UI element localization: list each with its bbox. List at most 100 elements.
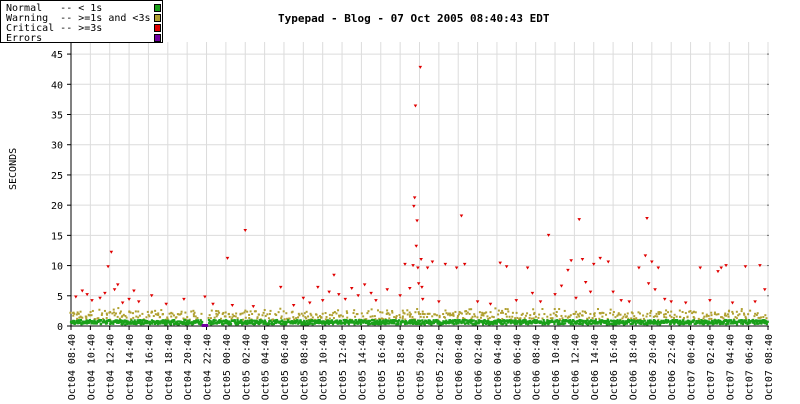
normal-point — [702, 322, 705, 326]
normal-point — [625, 321, 628, 324]
normal-point — [344, 322, 347, 325]
normal-point — [617, 320, 620, 323]
normal-point — [705, 319, 708, 322]
normal-point — [715, 319, 718, 323]
critical-point — [646, 282, 651, 286]
x-tick-label: Oct07 06:40 — [745, 334, 756, 400]
warning-point — [231, 316, 234, 319]
warning-point — [138, 314, 141, 317]
warning-point — [497, 309, 500, 312]
warning-point — [473, 313, 476, 316]
normal-point — [176, 323, 179, 326]
warning-point — [508, 315, 511, 318]
normal-point — [251, 322, 254, 325]
x-tick-label: Oct05 14:40 — [357, 334, 368, 400]
critical-point — [475, 300, 480, 304]
normal-point — [637, 321, 640, 324]
warning-point — [501, 311, 504, 314]
warning-point — [419, 313, 422, 316]
warning-point — [543, 313, 546, 316]
x-tick-label: Oct06 06:40 — [512, 334, 523, 400]
warning-point — [401, 309, 404, 312]
normal-point — [598, 319, 602, 323]
warning-point — [650, 309, 653, 312]
warning-point — [734, 316, 737, 319]
warning-point — [230, 318, 233, 321]
normal-point — [658, 323, 662, 326]
warning-point — [346, 311, 349, 314]
critical-point — [762, 288, 767, 292]
x-tick-label: Oct06 12:40 — [570, 334, 581, 400]
normal-point — [119, 319, 122, 322]
warning-point — [292, 316, 295, 319]
warning-point — [724, 312, 727, 315]
critical-point — [514, 299, 519, 303]
warning-point — [462, 316, 465, 319]
normal-point — [763, 319, 766, 322]
warning-point — [90, 314, 93, 317]
normal-point — [305, 319, 308, 323]
warning-point — [593, 312, 596, 315]
normal-point — [588, 320, 591, 323]
normal-point — [756, 321, 759, 324]
normal-point — [196, 320, 199, 324]
normal-point — [254, 321, 257, 324]
critical-point — [230, 303, 235, 307]
warning-point — [370, 308, 373, 311]
normal-point — [684, 322, 687, 325]
x-tick-label: Oct05 20:40 — [416, 334, 427, 400]
x-tick-label: Oct06 20:40 — [648, 334, 659, 400]
critical-point — [416, 282, 421, 286]
normal-point — [359, 320, 362, 323]
critical-point — [719, 266, 724, 270]
normal-point — [639, 321, 643, 324]
normal-point — [572, 323, 575, 326]
warning-point — [172, 314, 175, 317]
normal-point — [591, 319, 594, 322]
normal-point — [713, 319, 716, 322]
warning-point — [208, 314, 211, 317]
warning-point — [401, 315, 404, 318]
normal-point — [161, 322, 164, 325]
critical-point — [504, 265, 509, 269]
warning-point — [634, 318, 637, 321]
normal-point — [535, 319, 538, 322]
normal-point — [744, 319, 747, 322]
normal-point — [649, 322, 652, 325]
warning-point — [673, 313, 676, 316]
normal-point — [439, 323, 442, 326]
warning-point — [386, 309, 389, 312]
normal-point — [167, 319, 170, 322]
warning-point — [534, 315, 537, 318]
warning-point — [596, 308, 599, 311]
normal-point — [638, 319, 641, 322]
normal-point — [413, 319, 416, 322]
normal-point — [352, 321, 355, 324]
critical-point — [420, 297, 425, 301]
normal-point — [288, 320, 292, 323]
warning-point — [520, 313, 523, 316]
normal-point — [79, 318, 83, 322]
warning-point — [722, 317, 725, 320]
normal-point — [582, 320, 585, 323]
normal-point — [415, 322, 419, 326]
warning-point — [505, 315, 508, 318]
normal-point — [94, 320, 97, 323]
normal-point — [423, 320, 426, 323]
warning-point — [117, 307, 120, 310]
warning-point — [275, 314, 278, 317]
critical-point — [316, 285, 320, 289]
warning-point — [176, 313, 179, 316]
warning-point — [672, 317, 675, 320]
normal-point — [582, 321, 585, 324]
warning-point — [166, 317, 169, 320]
warning-point — [602, 312, 605, 315]
normal-point — [381, 322, 384, 325]
critical-point — [454, 266, 459, 270]
normal-point — [763, 322, 767, 325]
warning-point — [416, 308, 419, 311]
warning-point — [665, 309, 668, 312]
normal-point — [102, 321, 105, 324]
normal-point — [241, 323, 244, 326]
normal-point — [85, 322, 89, 325]
